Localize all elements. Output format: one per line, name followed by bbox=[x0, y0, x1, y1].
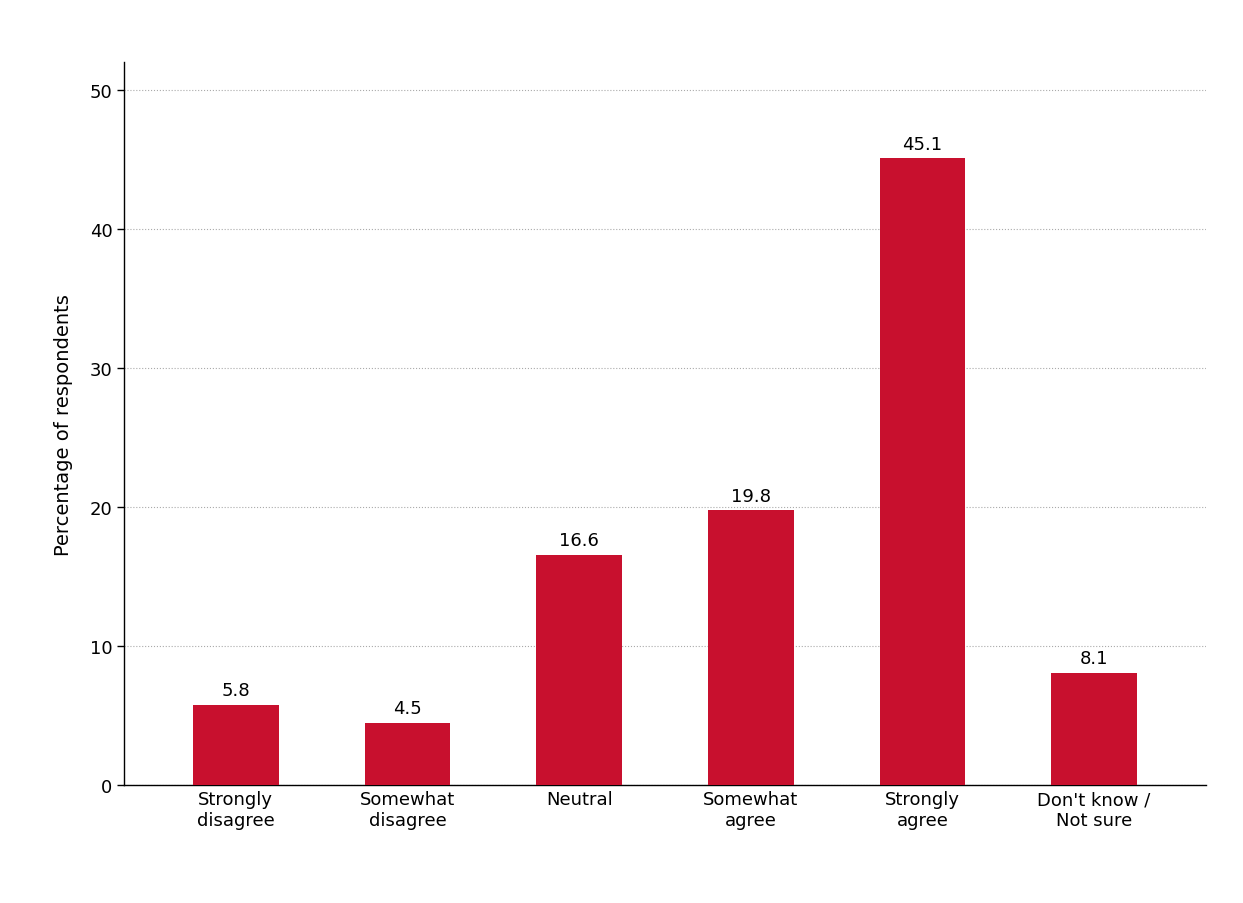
Bar bbox=[364, 723, 450, 786]
Bar bbox=[1052, 673, 1137, 786]
Y-axis label: Percentage of respondents: Percentage of respondents bbox=[55, 293, 73, 555]
Bar bbox=[193, 705, 278, 786]
Bar bbox=[709, 510, 794, 786]
Text: 45.1: 45.1 bbox=[902, 135, 942, 154]
Bar bbox=[880, 159, 966, 786]
Text: 4.5: 4.5 bbox=[393, 700, 421, 718]
Text: 8.1: 8.1 bbox=[1080, 649, 1109, 667]
Bar bbox=[536, 555, 622, 786]
Text: 5.8: 5.8 bbox=[221, 682, 250, 700]
Text: 16.6: 16.6 bbox=[559, 532, 599, 549]
Text: 19.8: 19.8 bbox=[731, 487, 771, 505]
